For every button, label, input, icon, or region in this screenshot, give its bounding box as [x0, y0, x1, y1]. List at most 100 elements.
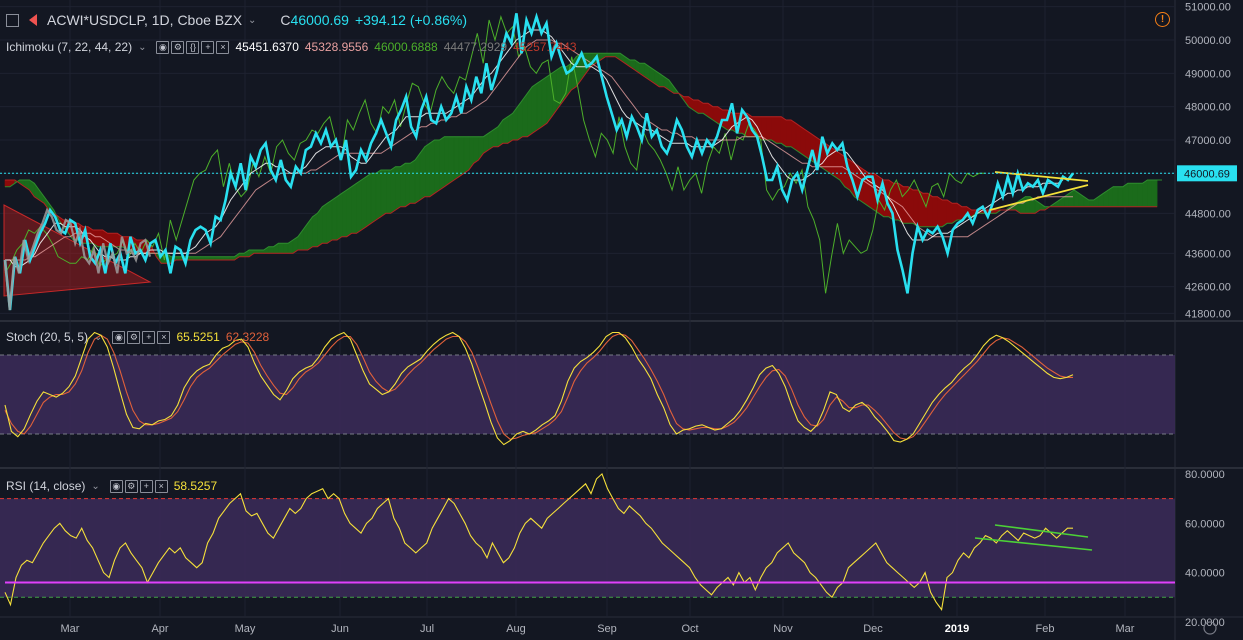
flag-icon[interactable] [29, 14, 37, 26]
time-tick-label: Feb [1036, 623, 1055, 635]
gear-icon[interactable]: ⚙ [171, 40, 185, 54]
price-tick-label: 48000.00 [1185, 102, 1231, 114]
time-tick-label: Mar [1116, 623, 1135, 635]
cloud-segment [1112, 186, 1119, 207]
time-tick-label: Oct [681, 623, 698, 635]
time-tick-label: Dec [863, 623, 883, 635]
price-tick-label: 41800.00 [1185, 308, 1231, 320]
cloud-segment [321, 202, 328, 244]
ichimoku-legend: Ichimoku (7, 22, 44, 22) ⌄ ◉ ⚙ {} + × 45… [6, 40, 577, 54]
ichimoku-value-2: 46000.6888 [374, 40, 438, 54]
cloud-segment [380, 169, 387, 218]
price-tick-label: 47000.00 [1185, 135, 1231, 147]
change-value: +394.12 (+0.86%) [354, 12, 468, 28]
source-code-icon[interactable]: {} [186, 40, 200, 54]
price-tick-label: 51000.00 [1185, 2, 1231, 14]
chevron-down-icon[interactable]: ⌄ [248, 14, 257, 26]
chevron-down-icon[interactable]: ⌄ [94, 331, 103, 343]
cloud-segment [429, 139, 435, 198]
cloud-segment [932, 196, 938, 227]
last-price-label: 46000.69 [1184, 168, 1230, 180]
cloud-segment [502, 116, 509, 144]
cloud-segment [326, 199, 333, 244]
stoch-band-fill [0, 354, 1175, 435]
stoch-k-line [4, 331, 1074, 446]
add-icon[interactable]: + [139, 479, 153, 493]
symbol-title[interactable]: ACWI*USDCLP, 1D, Cboe BZX [47, 12, 243, 28]
close-icon[interactable]: × [216, 40, 230, 54]
cloud-segment [448, 136, 455, 184]
ichimoku-value-3: 44477.2929 [443, 40, 508, 54]
time-tick-label: Jul [420, 623, 434, 635]
cloud-segment [541, 76, 548, 128]
rsi-line [4, 472, 1073, 611]
cloud-segment [610, 52, 616, 58]
price-tick-label: 43600.00 [1185, 248, 1231, 260]
cloud-segment [361, 176, 367, 231]
gear-icon[interactable]: ⚙ [127, 330, 141, 344]
cloud-segment [1132, 183, 1138, 207]
cloud-segment [458, 136, 465, 178]
cloud-segment [780, 116, 787, 148]
cloud-segment [1151, 179, 1158, 207]
collapse-toggle[interactable] [6, 13, 19, 27]
rsi-tick-label: 40.0000 [1185, 568, 1225, 580]
add-icon[interactable]: + [201, 40, 215, 54]
add-icon[interactable]: + [142, 330, 156, 344]
ichimoku-value-0: 45451.6370 [235, 40, 299, 54]
stoch-title[interactable]: Stoch (20, 5, 5) [6, 330, 89, 344]
cloud-segment [1142, 179, 1148, 207]
cloud-segment [531, 82, 538, 134]
close-icon[interactable]: × [154, 479, 168, 493]
cloud-segment [1147, 179, 1153, 207]
cloud-segment [917, 189, 924, 227]
cloud-segment [346, 186, 352, 238]
cloud-segment [370, 173, 377, 224]
price-tick-label: 44800.00 [1185, 208, 1231, 220]
rsi-tick-label: 80.0000 [1185, 469, 1225, 481]
ichimoku-title[interactable]: Ichimoku (7, 22, 44, 22) [6, 40, 133, 54]
cloud-segment [341, 189, 348, 237]
rsi-legend: RSI (14, close) ⌄ ◉ ⚙ + × 58.5257 [6, 479, 217, 493]
rsi-title[interactable]: RSI (14, close) [6, 479, 86, 493]
cloud-segment [4, 179, 11, 187]
eye-icon[interactable]: ◉ [109, 479, 123, 493]
eye-icon[interactable]: ◉ [156, 40, 170, 54]
rsi-tick-label: 20.0000 [1185, 617, 1225, 629]
cloud-segment [829, 146, 836, 178]
eye-icon[interactable]: ◉ [112, 330, 126, 344]
cloud-segment [444, 136, 450, 188]
pattern-price-overlay [3, 207, 152, 311]
cloud-segment [97, 229, 103, 247]
cloud-segment [1088, 199, 1094, 207]
cloud-segment [336, 192, 343, 241]
cloud-segment [375, 169, 382, 221]
cloud-segment [365, 172, 372, 228]
cloud-segment [946, 199, 953, 224]
gear-icon[interactable]: ⚙ [124, 479, 138, 493]
close-label: C [280, 12, 291, 28]
cloud-segment [439, 136, 445, 191]
chevron-down-icon[interactable]: ⌄ [138, 41, 147, 53]
cloud-segment [771, 116, 777, 144]
stoch-value-d: 62.3228 [225, 330, 270, 344]
ichimoku-value-1: 45328.9556 [304, 40, 369, 54]
cloud-segment [1122, 182, 1129, 207]
stoch-value-k: 65.5251 [176, 330, 220, 344]
time-tick-label: May [235, 623, 256, 635]
time-tick-label: Apr [151, 623, 168, 635]
cloud-segment [1137, 183, 1143, 207]
cloud-segment [312, 212, 318, 247]
cloud-segment [766, 116, 772, 141]
main-legend: ACWI*USDCLP, 1D, Cboe BZX ⌄ C46000.69 +3… [6, 12, 467, 28]
close-icon[interactable]: × [157, 330, 171, 344]
lagging-span-line [4, 14, 985, 294]
chevron-down-icon[interactable]: ⌄ [91, 480, 100, 492]
settings-icon[interactable] [1203, 621, 1217, 635]
cloud-segment [434, 139, 440, 194]
time-tick-label: 2019 [945, 623, 969, 635]
price-tick-label: 49000.00 [1185, 68, 1231, 80]
warning-icon[interactable]: ! [1155, 12, 1170, 27]
cloud-segment [834, 149, 841, 181]
